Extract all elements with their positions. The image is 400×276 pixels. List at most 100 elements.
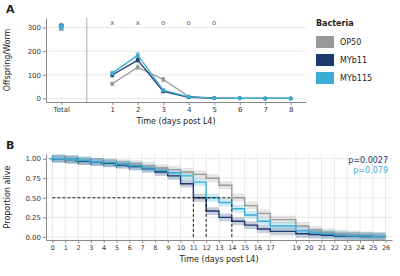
legend-label: OP50 [340,38,361,47]
censor-mark [49,156,55,162]
x-axis-tick-label: 24 [356,244,364,252]
x-axis-tick-mark [270,240,271,243]
x-axis-tick-mark [322,240,323,243]
y-axis-title: Offspring/Worm [3,28,12,91]
x-axis-tick-label: 12 [203,244,211,252]
y-axis-tick: 0 [37,95,46,103]
legend-swatch [316,54,334,66]
y-axis-tick-mark [43,178,46,179]
censor-mark [113,161,119,167]
annotation: p=0.079 [353,166,388,175]
annotation: o [212,19,216,27]
annotation: x [110,19,114,27]
point [289,96,293,100]
x-axis-tick-mark [168,240,169,243]
x-axis-line [47,102,307,103]
point [187,95,191,99]
x-axis-tick-mark [232,240,233,243]
survival-curve [52,159,385,237]
x-axis-tick-label: 4 [102,244,106,252]
x-axis-tick-label: 8 [289,106,293,114]
y-axis-title: Proportion alive [3,166,12,229]
censor-mark [49,156,55,162]
point [212,96,216,100]
censor-mark [101,160,107,166]
legend-label: MYb115 [340,74,372,83]
error-bar [161,77,165,81]
plot-area [59,18,293,102]
y-axis-tick: 300 [28,24,46,32]
point [110,82,114,86]
x-axis-tick-mark [91,240,92,243]
x-axis-tick: 4 [187,102,192,114]
x-axis-tick-label: 21 [318,244,326,252]
x-axis-tick: 16 [254,240,262,252]
series-line [112,67,290,98]
x-axis-tick: 2 [76,240,80,252]
x-axis: Total12345678 [47,102,307,114]
x-axis-tick-mark [65,240,66,243]
x-axis-tick-label: 23 [344,244,352,252]
x-axis-tick: 26 [382,240,390,252]
point [136,65,140,69]
point [161,78,165,82]
error-bar [110,71,114,75]
x-axis-tick-label: 14 [228,244,236,252]
y-axis-tick-mark [43,27,46,28]
point [187,95,191,99]
y-axis-tick: 0.00 [25,234,46,242]
median-line-vertical [231,198,232,237]
y-axis-tick: 0.25 [25,214,46,222]
y-axis-line [46,155,47,241]
survival-curve [52,159,385,237]
y-axis-tick-mark [43,51,46,52]
x-axis-tick-mark [78,240,79,243]
x-axis-tick: 7 [141,240,145,252]
confidence-band [52,155,385,240]
x-axis-tick: 10 [177,240,185,252]
x-axis-tick-mark [334,240,335,243]
censor-mark [75,157,81,163]
x-axis-tick: 20 [305,240,313,252]
x-axis-tick-mark [296,240,297,243]
point [238,96,242,100]
annotation: x [136,19,140,27]
x-axis-tick-label: 1 [111,106,115,114]
x-axis-tick-mark [360,240,361,243]
x-axis-tick: 7 [263,102,267,114]
x-axis-tick: 0 [51,240,55,252]
y-axis-tick-label: 0.75 [25,175,41,183]
confidence-band [52,155,385,240]
plot-area [49,155,385,240]
y-axis-tick-mark [43,75,46,76]
y-axis-tick-label: 1.00 [25,155,41,163]
x-axis-tick-mark [206,240,207,243]
grid-line-y [46,27,306,28]
censor-mark [62,156,68,162]
x-axis-tick: 5 [115,240,119,252]
series-line [112,60,290,98]
x-axis-tick-mark [386,240,387,243]
x-axis-tick: 25 [369,240,377,252]
x-axis-tick-mark [265,102,266,105]
y-axis-tick-label: 100 [28,72,41,80]
x-axis-tick-label: 6 [128,244,132,252]
median-line-vertical [193,198,194,237]
error-bar [136,53,140,58]
point [136,58,140,62]
x-axis-tick-mark [129,240,130,243]
x-axis-tick: 6 [128,240,132,252]
point [289,96,293,100]
error-bar [110,82,114,85]
point [289,96,293,100]
divider [86,18,87,102]
x-axis-tick-mark [245,240,246,243]
x-axis-tick: 14 [228,240,236,252]
grid-line-x [90,154,91,240]
x-axis-tick: 12 [203,240,211,252]
x-axis-tick: Total [53,102,70,114]
x-axis-tick: 3 [162,102,166,114]
error-bar [59,25,64,29]
x-axis-tick-mark [138,102,139,105]
x-axis-tick-mark [193,240,194,243]
